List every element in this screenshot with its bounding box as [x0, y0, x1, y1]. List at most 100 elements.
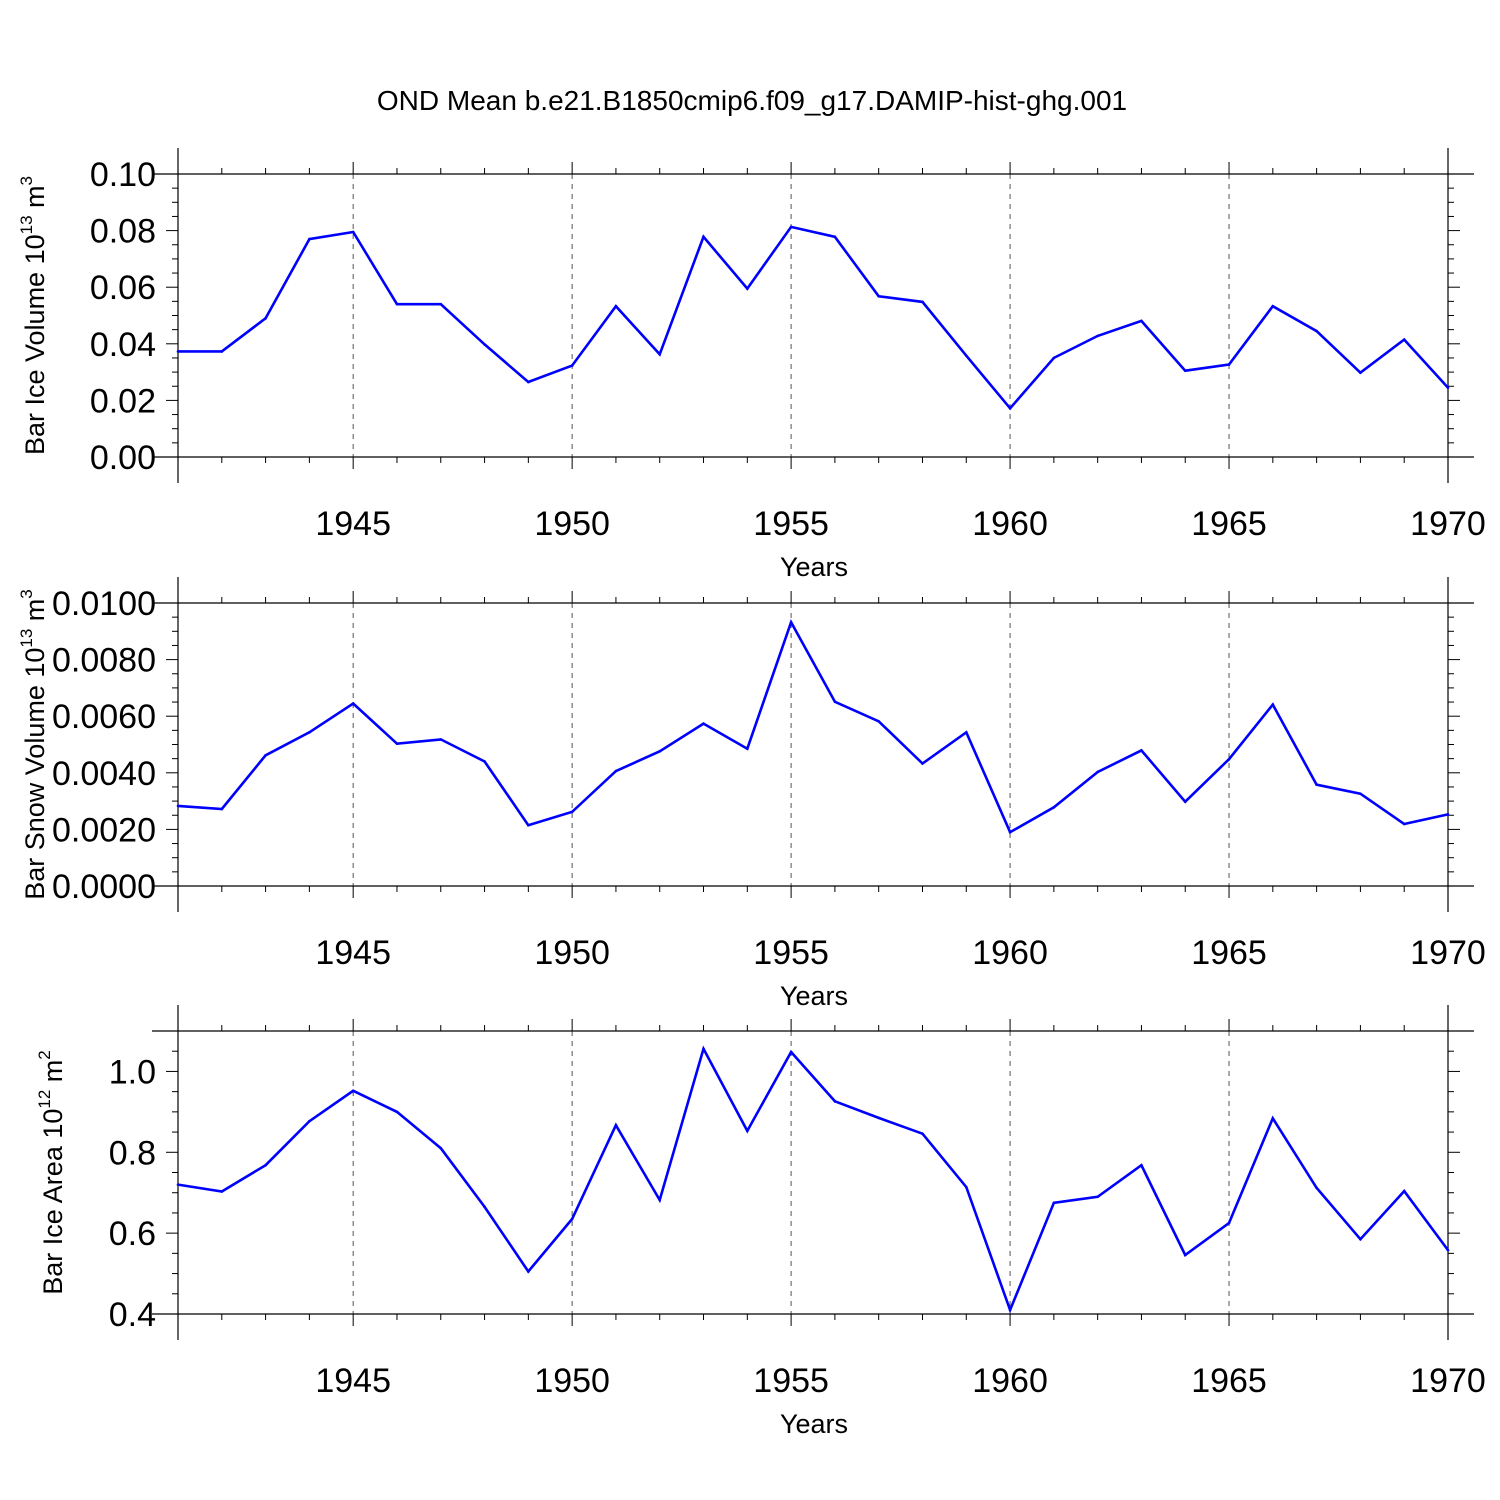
- data-point: [1359, 792, 1362, 796]
- data-point: [833, 235, 837, 239]
- y-axis-label: Bar Ice Volume 1013 m3: [17, 176, 50, 455]
- data-point: [439, 738, 443, 741]
- y-tick-label: 0.08: [90, 213, 156, 251]
- data-point: [1096, 1195, 1099, 1199]
- data-point: [1183, 369, 1187, 372]
- x-tick-label: 1945: [315, 505, 391, 543]
- data-point: [1096, 770, 1099, 774]
- data-point: [658, 352, 662, 356]
- x-axis-label: Years: [780, 981, 848, 1011]
- x-axis-label: Years: [780, 1409, 848, 1439]
- data-point: [789, 620, 793, 624]
- data-point: [1271, 304, 1275, 308]
- y-tick-label: 0.04: [90, 326, 156, 364]
- data-point: [1140, 749, 1143, 752]
- x-tick-label: 1965: [1191, 505, 1267, 543]
- data-point: [439, 1146, 443, 1150]
- y-axis-label-part: m: [20, 185, 50, 215]
- data-point: [1227, 1221, 1231, 1225]
- data-point: [1183, 800, 1187, 803]
- chart-panel-1: 0.00 0.02 0.04 0.06 0.08 0.10 1945 1950 1955 1960…: [17, 148, 1486, 582]
- y-axis-label-part: Bar Ice Area 10: [38, 1109, 68, 1295]
- data-point: [483, 343, 486, 346]
- data-point: [1008, 830, 1012, 834]
- y-axis-label-exponent: 2: [35, 1050, 54, 1059]
- data-point: [483, 760, 486, 763]
- data-point: [1402, 338, 1406, 341]
- data-point: [220, 1190, 224, 1193]
- data-point: [527, 1270, 530, 1273]
- data-point: [570, 810, 574, 814]
- data-point: [220, 350, 224, 353]
- data-point: [1359, 371, 1362, 374]
- x-tick-label: 1970: [1410, 1362, 1486, 1400]
- data-point: [176, 1183, 180, 1186]
- x-tick-label: 1945: [315, 1362, 391, 1400]
- x-tick-label: 1965: [1191, 1362, 1267, 1400]
- data-point: [264, 1163, 267, 1167]
- series-line: [177, 1045, 1450, 1314]
- data-point: [658, 1198, 662, 1202]
- data-point: [614, 1123, 618, 1127]
- data-point: [395, 742, 399, 745]
- x-tick-label: 1950: [534, 1362, 610, 1400]
- y-tick-label: 0.00: [90, 439, 156, 477]
- chart-panel-2: 0.0000 0.0020 0.0040 0.0060 0.0080 0.0100 1945…: [17, 577, 1486, 1011]
- y-tick-label: 0.0040: [52, 755, 156, 793]
- data-point: [1183, 1253, 1187, 1257]
- data-point: [833, 700, 837, 704]
- data-point: [746, 747, 749, 751]
- data-point: [964, 354, 968, 357]
- x-tick-label: 1955: [753, 934, 829, 972]
- y-tick-label: 0.0100: [52, 585, 156, 623]
- data-point: [702, 235, 705, 239]
- y-tick-label: 0.02: [90, 382, 156, 420]
- data-point: [658, 749, 662, 753]
- y-tick-label: 0.8: [109, 1134, 156, 1172]
- x-tick-label: 1970: [1410, 934, 1486, 972]
- data-point: [264, 317, 267, 320]
- y-axis-label-exponent: 12: [35, 1090, 54, 1109]
- data-point: [1096, 334, 1099, 338]
- data-point: [1402, 822, 1406, 826]
- data-point: [176, 350, 180, 353]
- data-point: [702, 1047, 705, 1051]
- data-point: [1315, 783, 1318, 786]
- data-point: [614, 304, 618, 308]
- data-point: [921, 1132, 924, 1135]
- x-tick-label: 1960: [972, 505, 1048, 543]
- data-point: [1140, 319, 1143, 323]
- data-point: [1140, 1163, 1143, 1167]
- data-point: [527, 823, 530, 827]
- y-tick-label: 0.10: [90, 156, 156, 194]
- data-point: [1315, 1186, 1318, 1190]
- y-axis-label: Bar Ice Area 1012 m2: [35, 1050, 68, 1295]
- data-point: [1402, 1189, 1406, 1193]
- x-tick-label: 1960: [972, 934, 1048, 972]
- y-axis-label-part: m: [38, 1060, 68, 1090]
- data-point: [308, 731, 311, 734]
- data-point: [833, 1100, 837, 1103]
- y-tick-label: 0.06: [90, 269, 156, 307]
- data-point: [921, 300, 924, 304]
- series-line: [177, 619, 1449, 835]
- data-point: [439, 302, 443, 306]
- x-tick-label: 1950: [534, 934, 610, 972]
- data-point: [1315, 329, 1318, 333]
- x-tick-label: 1955: [753, 505, 829, 543]
- data-point: [395, 1110, 399, 1114]
- data-point: [1446, 813, 1450, 816]
- y-axis-label-exponent: 13: [17, 629, 36, 648]
- x-tick-label: 1965: [1191, 934, 1267, 972]
- x-tick-label: 1945: [315, 934, 391, 972]
- data-point: [1227, 363, 1231, 366]
- data-point: [264, 753, 267, 757]
- data-point: [789, 225, 793, 229]
- data-point: [176, 804, 180, 808]
- data-point: [527, 380, 530, 384]
- data-point: [746, 1129, 749, 1133]
- data-point: [395, 302, 399, 306]
- data-point: [921, 762, 924, 765]
- data-point: [1359, 1237, 1362, 1241]
